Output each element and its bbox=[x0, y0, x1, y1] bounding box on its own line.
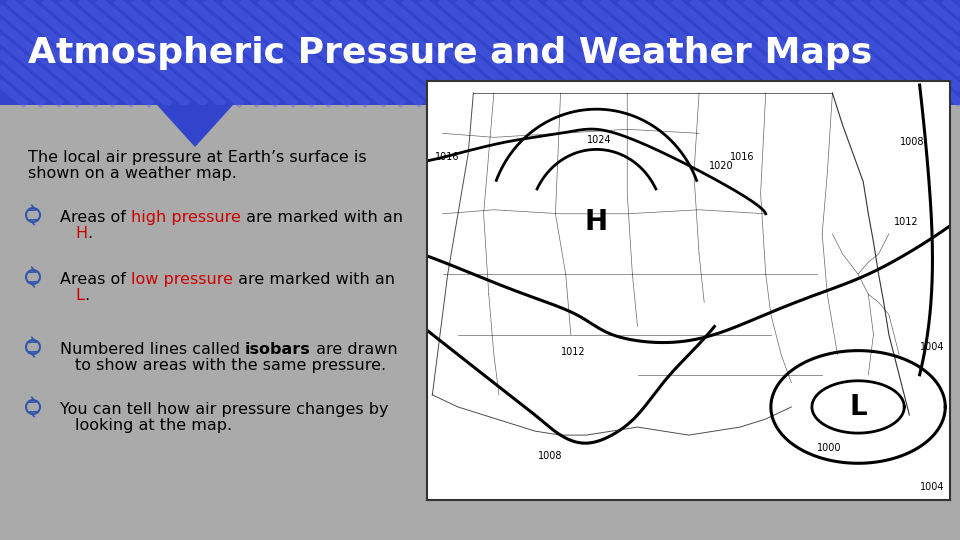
Text: looking at the map.: looking at the map. bbox=[75, 418, 232, 433]
Text: 1012: 1012 bbox=[894, 217, 919, 227]
Text: shown on a weather map.: shown on a weather map. bbox=[28, 166, 237, 181]
Text: .: . bbox=[87, 226, 92, 241]
Text: Areas of: Areas of bbox=[60, 210, 131, 225]
Text: to show areas with the same pressure.: to show areas with the same pressure. bbox=[75, 358, 386, 373]
Text: high pressure: high pressure bbox=[131, 210, 241, 225]
Text: 1004: 1004 bbox=[920, 482, 944, 492]
Text: 1024: 1024 bbox=[587, 136, 612, 145]
Text: Areas of: Areas of bbox=[60, 272, 131, 287]
Text: L: L bbox=[75, 288, 84, 303]
Text: are drawn: are drawn bbox=[311, 342, 397, 357]
Text: 1004: 1004 bbox=[920, 342, 944, 352]
Text: 1020: 1020 bbox=[709, 160, 734, 171]
Text: 1008: 1008 bbox=[538, 451, 563, 461]
Text: are marked with an: are marked with an bbox=[241, 210, 403, 225]
Text: 1000: 1000 bbox=[817, 443, 842, 453]
Text: You can tell how air pressure changes by: You can tell how air pressure changes by bbox=[60, 402, 389, 417]
Text: Atmospheric Pressure and Weather Maps: Atmospheric Pressure and Weather Maps bbox=[28, 36, 873, 70]
Text: Numbered lines called: Numbered lines called bbox=[60, 342, 245, 357]
Text: low pressure: low pressure bbox=[131, 272, 233, 287]
Text: H: H bbox=[585, 208, 608, 236]
Text: 1016: 1016 bbox=[435, 152, 460, 163]
Text: H: H bbox=[75, 226, 87, 241]
Text: The local air pressure at Earth’s surface is: The local air pressure at Earth’s surfac… bbox=[28, 150, 367, 165]
Text: 1008: 1008 bbox=[900, 137, 924, 147]
Polygon shape bbox=[157, 105, 233, 147]
Text: L: L bbox=[850, 393, 867, 421]
Text: .: . bbox=[84, 288, 89, 303]
Text: 1012: 1012 bbox=[561, 347, 586, 356]
Text: are marked with an: are marked with an bbox=[233, 272, 395, 287]
Text: isobars: isobars bbox=[245, 342, 311, 357]
Bar bbox=[0, 0, 960, 105]
Text: 1016: 1016 bbox=[730, 152, 755, 163]
